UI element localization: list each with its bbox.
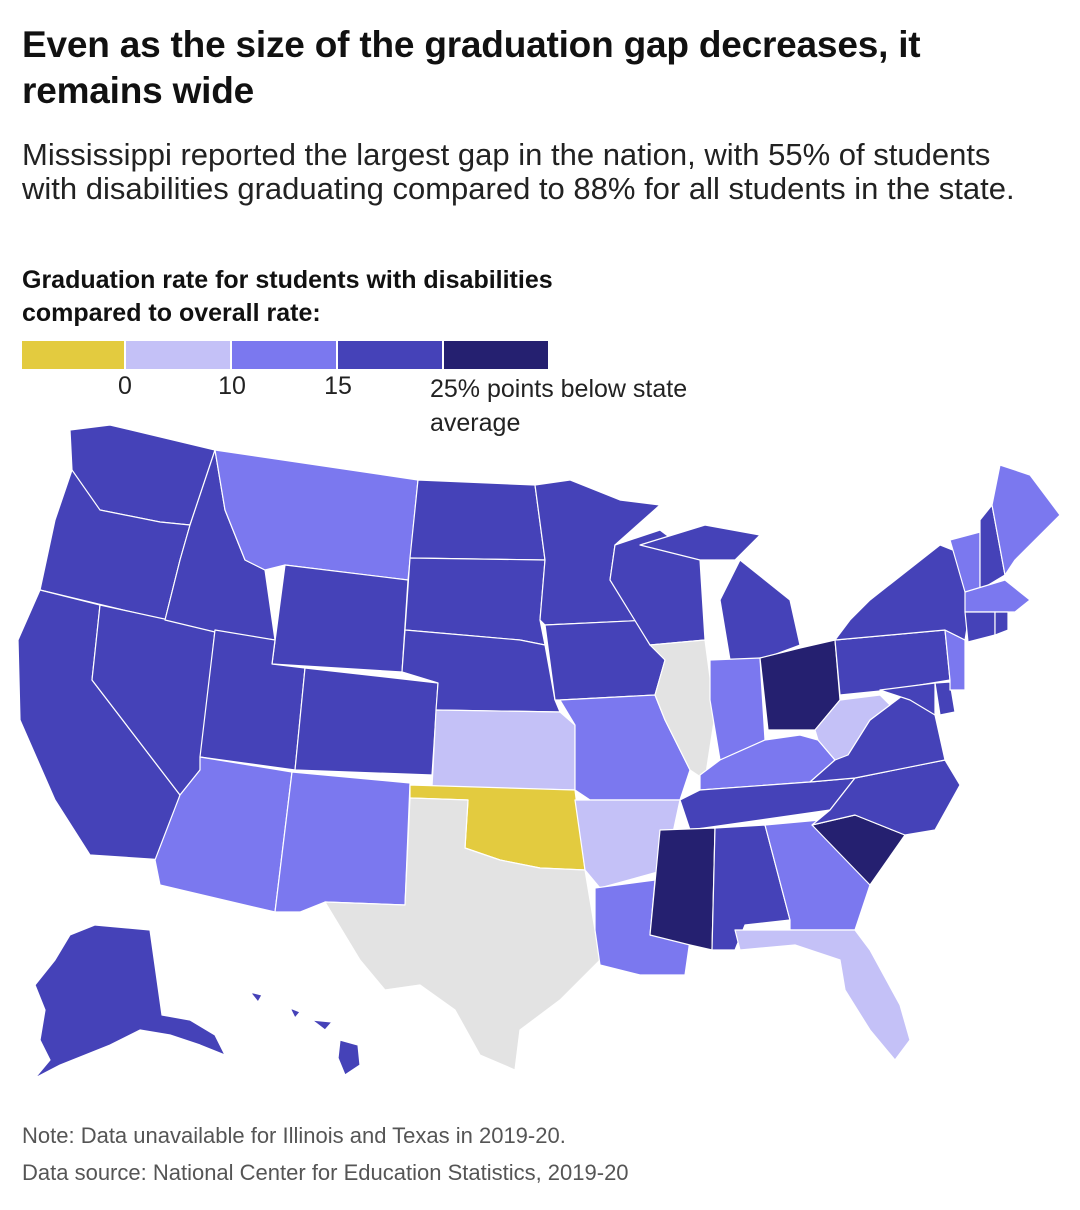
chart-title: Even as the size of the graduation gap d… [22,24,921,111]
legend-swatch-0-10 [126,341,230,369]
footer-source: Data source: National Center for Educati… [22,1160,629,1185]
footer-note: Note: Data unavailable for Illinois and … [22,1123,566,1148]
state-west-virginia [814,694,891,761]
state-montana [214,449,419,581]
state-texas [324,797,601,1071]
legend-swatch-below-zero [22,341,124,369]
state-arkansas [574,799,681,889]
us-choropleth-map [17,424,1061,1079]
legend-end-label: 25% points below state average [430,375,688,437]
state-rhode-island [994,611,1009,636]
state-wyoming [271,564,409,673]
legend-tick-10: 10 [218,372,246,400]
state-connecticut [964,611,996,643]
state-hawaii [249,991,361,1076]
state-mississippi [649,827,716,951]
state-maryland [879,682,936,716]
state-north-dakota [409,479,546,561]
legend-swatch-25-plus [444,341,548,369]
state-colorado [294,667,439,776]
state-maine [991,464,1061,576]
state-illinois [649,639,716,781]
chart-subtitle: Mississippi reported the largest gap in … [22,137,1015,206]
legend-swatch-10-15 [232,341,336,369]
state-florida [734,929,911,1061]
state-massachusetts [964,579,1031,613]
state-new-york [834,544,971,641]
state-alaska [34,924,226,1079]
state-new-mexico [274,771,411,913]
legend-tick-0: 0 [118,372,132,400]
legend-title: Graduation rate for students with disabi… [22,266,553,327]
legend-swatch-15-25 [338,341,442,369]
legend-tick-15: 15 [324,372,352,400]
state-kansas [431,709,576,791]
